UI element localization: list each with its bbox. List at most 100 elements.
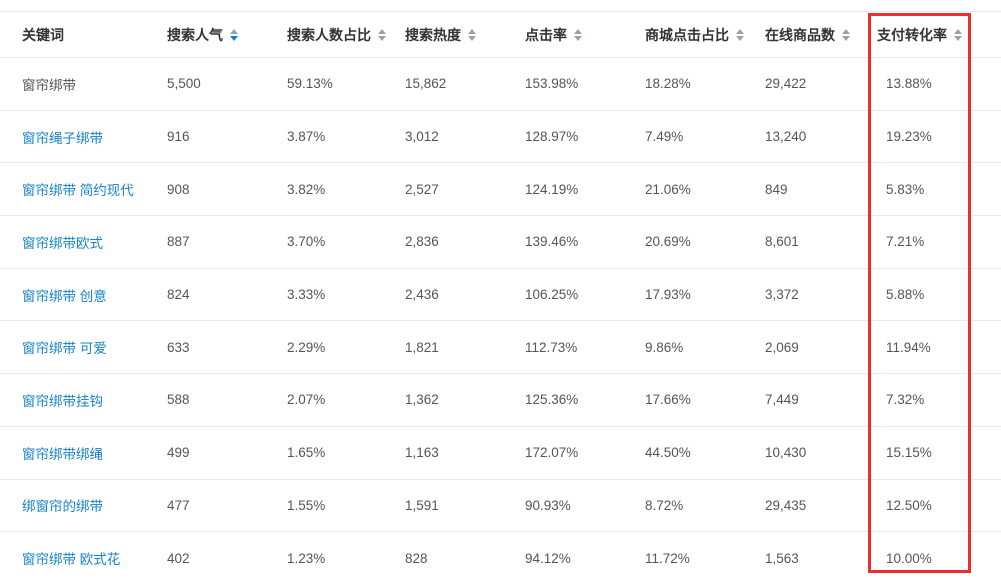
cell-search-heat: 1,591 — [405, 478, 525, 532]
cell-keyword: 绑窗帘的绑带 — [0, 478, 167, 532]
cell-keyword: 窗帘绑带 — [0, 57, 167, 111]
cell-keyword: 窗帘绑带挂钩 — [0, 373, 167, 427]
keyword-link[interactable]: 窗帘绑带欧式 — [22, 235, 103, 251]
column-header-label: 关键词 — [22, 26, 64, 43]
cell-search-popularity: 633 — [167, 320, 287, 374]
cell-keyword: 窗帘绳子绑带 — [0, 109, 167, 163]
cell-mall-ctr: 18.28% — [645, 57, 765, 111]
cell-ctr: 94.12% — [525, 531, 645, 584]
sort-icon[interactable] — [468, 28, 476, 41]
cell-search-heat: 828 — [405, 531, 525, 584]
cell-keyword: 窗帘绑带 简约现代 — [0, 162, 167, 216]
cell-search-heat: 15,862 — [405, 57, 525, 111]
cell-search-ratio: 1.23% — [287, 531, 405, 584]
cell-ctr: 90.93% — [525, 478, 645, 532]
cell-online-products: 3,372 — [765, 267, 877, 321]
table-row: 窗帘绑带 欧式花 402 1.23% 828 94.12% 11.72% 1,563 10.0… — [0, 531, 1001, 584]
cell-conversion: 15.15% — [877, 425, 1001, 479]
sort-icon[interactable] — [574, 28, 582, 41]
keyword-link[interactable]: 窗帘绳子绑带 — [22, 130, 103, 146]
cell-ctr: 128.97% — [525, 109, 645, 163]
table-row: 窗帘绑带 5,500 59.13% 15,862 153.98% 18.28% 29,422… — [0, 57, 1001, 111]
cell-keyword: 窗帘绑带 欧式花 — [0, 531, 167, 584]
cell-search-heat: 3,012 — [405, 109, 525, 163]
sort-icon[interactable] — [736, 28, 744, 41]
column-header-label: 搜索人气 — [167, 26, 223, 43]
cell-online-products: 29,422 — [765, 57, 877, 111]
keyword-link[interactable]: 窗帘绑带 创意 — [22, 288, 107, 304]
cell-ctr: 172.07% — [525, 425, 645, 479]
cell-search-ratio: 3.33% — [287, 267, 405, 321]
column-header-online-products[interactable]: 在线商品数 — [765, 11, 877, 58]
cell-online-products: 1,563 — [765, 531, 877, 584]
cell-keyword: 窗帘绑带 创意 — [0, 267, 167, 321]
table-header: 关键词 搜索人气 搜索人数占比 搜索热度 点击率 商城点击占比 — [0, 11, 1001, 58]
column-header-mall-ctr[interactable]: 商城点击占比 — [645, 11, 765, 58]
cell-mall-ctr: 7.49% — [645, 109, 765, 163]
table-row: 窗帘绳子绑带 916 3.87% 3,012 128.97% 7.49% 13,240 19.… — [0, 109, 1001, 163]
cell-keyword: 窗帘绑带 可爱 — [0, 320, 167, 374]
cell-search-ratio: 3.82% — [287, 162, 405, 216]
sort-icon[interactable] — [378, 28, 386, 41]
column-header-conversion[interactable]: 支付转化率 — [877, 11, 1001, 58]
sort-icon[interactable] — [842, 28, 850, 41]
keyword-link[interactable]: 窗帘绑带 可爱 — [22, 341, 107, 357]
cell-conversion: 13.88% — [877, 57, 1001, 111]
cell-online-products: 13,240 — [765, 109, 877, 163]
cell-mall-ctr: 17.66% — [645, 373, 765, 427]
cell-mall-ctr: 8.72% — [645, 478, 765, 532]
table-row: 窗帘绑带挂钩 588 2.07% 1,362 125.36% 17.66% 7,449 7.3… — [0, 373, 1001, 427]
cell-mall-ctr: 21.06% — [645, 162, 765, 216]
cell-search-popularity: 916 — [167, 109, 287, 163]
table-row: 窗帘绑带绑绳 499 1.65% 1,163 172.07% 44.50% 10,430 15… — [0, 425, 1001, 479]
cell-ctr: 139.46% — [525, 215, 645, 269]
column-header-label: 支付转化率 — [877, 26, 947, 43]
cell-online-products: 7,449 — [765, 373, 877, 427]
cell-online-products: 29,435 — [765, 478, 877, 532]
keyword-link[interactable]: 绑窗帘的绑带 — [22, 499, 103, 515]
cell-mall-ctr: 17.93% — [645, 267, 765, 321]
cell-conversion: 7.21% — [877, 215, 1001, 269]
cell-keyword: 窗帘绑带欧式 — [0, 215, 167, 269]
cell-search-popularity: 499 — [167, 425, 287, 479]
keyword-link[interactable]: 窗帘绑带挂钩 — [22, 393, 103, 409]
column-header-search-popularity[interactable]: 搜索人气 — [167, 11, 287, 58]
cell-search-ratio: 2.29% — [287, 320, 405, 374]
column-header-label: 点击率 — [525, 26, 567, 43]
cell-ctr: 112.73% — [525, 320, 645, 374]
cell-search-ratio: 3.70% — [287, 215, 405, 269]
table-row: 绑窗帘的绑带 477 1.55% 1,591 90.93% 8.72% 29,435 12.5… — [0, 478, 1001, 532]
column-header-search-ratio[interactable]: 搜索人数占比 — [287, 11, 405, 58]
cell-search-heat: 2,836 — [405, 215, 525, 269]
cell-search-ratio: 2.07% — [287, 373, 405, 427]
keyword-analysis-table-wrap: 关键词 搜索人气 搜索人数占比 搜索热度 点击率 商城点击占比 — [0, 11, 1001, 584]
keyword-link[interactable]: 窗帘绑带 欧式花 — [22, 552, 121, 568]
cell-search-heat: 2,436 — [405, 267, 525, 321]
keyword-link[interactable]: 窗帘绑带绑绳 — [22, 446, 103, 462]
keyword-text: 窗帘绑带 — [22, 77, 76, 93]
column-header-keyword: 关键词 — [0, 11, 167, 58]
cell-mall-ctr: 20.69% — [645, 215, 765, 269]
column-header-search-heat[interactable]: 搜索热度 — [405, 11, 525, 58]
sort-icon[interactable] — [954, 28, 962, 41]
cell-online-products: 2,069 — [765, 320, 877, 374]
cell-search-heat: 1,362 — [405, 373, 525, 427]
sort-icon[interactable] — [230, 28, 238, 41]
cell-mall-ctr: 44.50% — [645, 425, 765, 479]
column-header-ctr[interactable]: 点击率 — [525, 11, 645, 58]
column-header-label: 在线商品数 — [765, 26, 835, 43]
cell-search-popularity: 887 — [167, 215, 287, 269]
cell-conversion: 5.83% — [877, 162, 1001, 216]
keyword-link[interactable]: 窗帘绑带 简约现代 — [22, 183, 134, 199]
cell-search-popularity: 5,500 — [167, 57, 287, 111]
cell-search-popularity: 824 — [167, 267, 287, 321]
cell-conversion: 12.50% — [877, 478, 1001, 532]
column-header-label: 搜索热度 — [405, 26, 461, 43]
cell-search-popularity: 908 — [167, 162, 287, 216]
cell-ctr: 106.25% — [525, 267, 645, 321]
cell-search-heat: 2,527 — [405, 162, 525, 216]
table-row: 窗帘绑带欧式 887 3.70% 2,836 139.46% 20.69% 8,601 7.2… — [0, 215, 1001, 269]
cell-search-popularity: 477 — [167, 478, 287, 532]
column-header-label: 商城点击占比 — [645, 26, 729, 43]
cell-mall-ctr: 11.72% — [645, 531, 765, 584]
